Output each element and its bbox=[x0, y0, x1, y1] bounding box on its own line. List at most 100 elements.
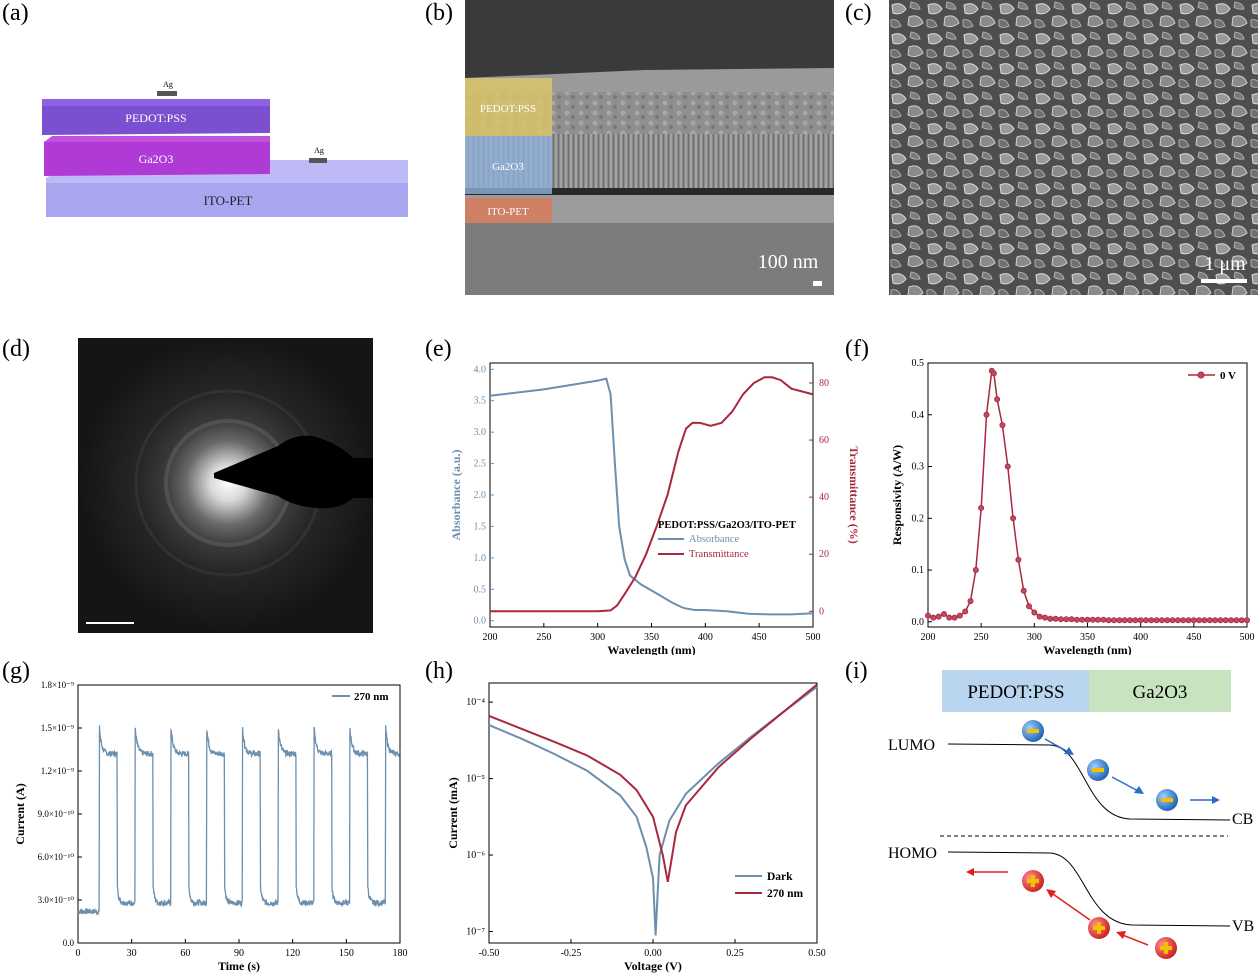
x-tick-label: 350 bbox=[1080, 632, 1095, 643]
data-point bbox=[1084, 616, 1091, 623]
data-point bbox=[956, 612, 963, 619]
sem-ga2o3-label: Ga2O3 bbox=[492, 161, 524, 173]
y-tick-label: 10⁻⁶ bbox=[466, 850, 485, 861]
beam-stopper bbox=[214, 435, 373, 509]
data-point bbox=[1010, 515, 1017, 522]
y-tick-label: 1.5 bbox=[474, 521, 487, 532]
y2-tick-label: 40 bbox=[819, 492, 829, 503]
panel-d-label: (d) bbox=[2, 336, 30, 362]
ag-contact-top bbox=[157, 91, 177, 96]
ga2o3-box-label: Ga2O3 bbox=[1133, 682, 1188, 703]
data-point bbox=[1063, 616, 1070, 623]
data-point bbox=[1026, 603, 1033, 610]
x-tick-label: 150 bbox=[339, 948, 354, 959]
data-point bbox=[1222, 617, 1229, 624]
x-tick-label: 500 bbox=[806, 632, 821, 643]
band-diagram: PEDOT:PSS Ga2O3 LUMO HOMO CB VB bbox=[888, 670, 1254, 959]
x-tick-label: 90 bbox=[234, 948, 244, 959]
data-point bbox=[1132, 617, 1139, 624]
data-point bbox=[946, 614, 953, 621]
legend-title: PEDOT:PSS/Ga2O3/ITO-PET bbox=[658, 520, 796, 531]
hole bbox=[1155, 937, 1177, 959]
y-tick-label: 0.1 bbox=[912, 565, 925, 576]
data-point bbox=[1111, 617, 1118, 624]
y-axis-label: Absorbance (a.u.) bbox=[449, 449, 463, 540]
data-point bbox=[1243, 617, 1250, 624]
data-point bbox=[1127, 617, 1134, 624]
sem-ito-overlay bbox=[465, 198, 552, 223]
data-point bbox=[1068, 616, 1075, 623]
electron bbox=[1022, 720, 1044, 742]
series-0v bbox=[927, 368, 1247, 622]
data-point bbox=[1105, 617, 1112, 624]
data-point bbox=[1004, 463, 1011, 470]
data-point bbox=[1031, 609, 1038, 616]
y-tick-label: 2.5 bbox=[474, 459, 487, 470]
hole bbox=[1022, 870, 1044, 892]
x-tick-label: 400 bbox=[1133, 632, 1148, 643]
data-point bbox=[930, 614, 937, 621]
scalebar-label-b: 100 nm bbox=[758, 251, 819, 273]
data-point bbox=[1137, 617, 1144, 624]
ga2o3-layer bbox=[44, 142, 270, 176]
x-tick-label: 60 bbox=[180, 948, 190, 959]
ga2o3-box bbox=[1089, 670, 1231, 712]
y-tick-label: 9.0×10⁻¹⁰ bbox=[38, 809, 75, 819]
sem-top-view: 1 μm bbox=[889, 0, 1258, 295]
cb-label: CB bbox=[1232, 811, 1253, 828]
scalebar-c bbox=[1201, 279, 1247, 283]
x-tick-label: 0.50 bbox=[808, 948, 826, 959]
homo-vb-band bbox=[947, 851, 1231, 927]
chart-f: 200 250 300 350 400 450 500 0.0 0.1 0.2 0.3 0.4 0.5 W… bbox=[890, 358, 1255, 655]
data-point bbox=[1190, 617, 1197, 624]
data-point bbox=[967, 598, 974, 605]
data-point bbox=[1233, 617, 1240, 624]
series-270nm bbox=[77, 725, 401, 916]
panel-g-label: (g) bbox=[2, 658, 30, 684]
series-dark bbox=[488, 685, 818, 936]
x-tick-label: 200 bbox=[483, 632, 498, 643]
y-tick-label: 0.5 bbox=[912, 358, 925, 369]
y-tick-label: 1.8×10⁻⁹ bbox=[41, 680, 74, 690]
x-tick-label: 0 bbox=[76, 948, 81, 959]
pedot-box-label: PEDOT:PSS bbox=[967, 682, 1064, 703]
panel-h-label: (h) bbox=[425, 658, 453, 684]
data-point bbox=[1153, 617, 1160, 624]
pedot-label: PEDOT:PSS bbox=[125, 111, 186, 125]
y-tick-label: 3.0×10⁻¹⁰ bbox=[38, 895, 75, 905]
panel-c-label: (c) bbox=[845, 0, 872, 26]
chart-e: 200 250 300 350 400 450 5000.00.51.01.52.02.53… bbox=[449, 362, 860, 655]
x-axis-label: Wavelength (nm) bbox=[1043, 643, 1131, 655]
y-tick-label: 0.0 bbox=[474, 616, 487, 627]
data-point bbox=[935, 613, 942, 620]
data-point bbox=[1201, 617, 1208, 624]
data-point bbox=[983, 411, 990, 418]
lumo-cb-band bbox=[947, 743, 1231, 821]
data-point bbox=[1164, 617, 1171, 624]
data-point bbox=[990, 370, 997, 377]
y2-tick-label: 20 bbox=[819, 549, 829, 560]
y-tick-label: 3.0 bbox=[474, 427, 487, 438]
data-point bbox=[1015, 556, 1022, 563]
sem-pedot-label: PEDOT:PSS bbox=[480, 103, 536, 115]
y-axis-label: Current (mA) bbox=[446, 777, 460, 848]
data-point bbox=[994, 396, 1001, 403]
sem-pedot-overlay bbox=[465, 78, 552, 136]
data-point bbox=[1185, 617, 1192, 624]
x-tick-label: -0.25 bbox=[561, 948, 582, 959]
x-tick-label: -0.50 bbox=[479, 948, 500, 959]
scalebar-b bbox=[813, 281, 822, 286]
legend-entry: 270 nm bbox=[354, 691, 389, 703]
data-point bbox=[925, 612, 932, 619]
x-tick-label: 250 bbox=[536, 632, 551, 643]
data-point bbox=[1057, 616, 1064, 623]
y-tick-label: 1.5×10⁻⁹ bbox=[41, 723, 74, 733]
x-tick-label: 300 bbox=[1027, 632, 1042, 643]
panel-f-label: (f) bbox=[845, 336, 869, 362]
data-point bbox=[1121, 617, 1128, 624]
y-tick-label: 0.0 bbox=[63, 938, 75, 948]
sem-ito-label: ITO-PET bbox=[487, 206, 529, 218]
ag-label-ito: Ag bbox=[314, 146, 324, 155]
y-tick-label: 4.0 bbox=[474, 364, 487, 375]
legend-entry: 0 V bbox=[1220, 370, 1236, 382]
